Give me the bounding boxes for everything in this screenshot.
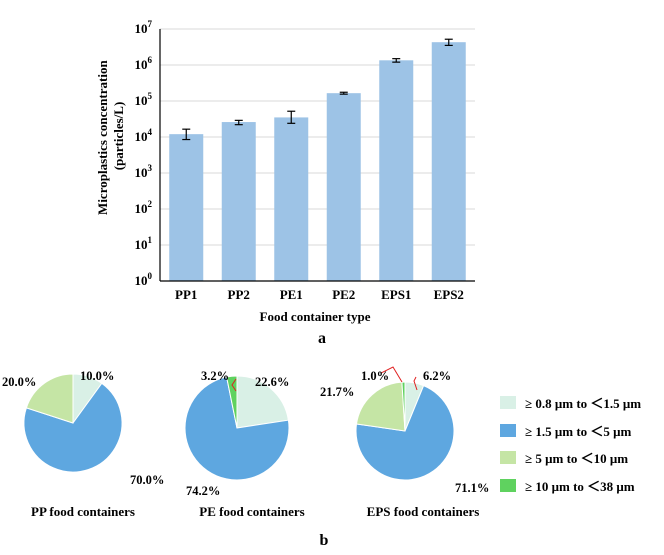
- y-tick-exponent: 7: [148, 19, 153, 29]
- x-tick-label: PP2: [228, 287, 250, 302]
- legend-swatch: [500, 451, 516, 464]
- y-tick-base: 10: [135, 201, 148, 216]
- pie-title: EPS food containers: [367, 504, 480, 519]
- legend-item: ≥ 0.8 μm to ＜1.5 μm: [500, 392, 664, 412]
- y-tick-label: 101: [135, 235, 153, 252]
- panel-label-b: b: [320, 532, 329, 549]
- pie-slice: [236, 375, 289, 429]
- y-tick-exponent: 3: [148, 163, 153, 173]
- legend-item: ≥ 5 μm to ＜10 μm: [500, 447, 664, 467]
- bar: [326, 93, 361, 281]
- pie-slice-label: 74.2%: [186, 484, 220, 498]
- y-tick-exponent: 0: [148, 271, 153, 281]
- pie-slice-label: 70.0%: [130, 473, 164, 487]
- pie-slice-label: 21.7%: [320, 385, 354, 399]
- y-tick-base: 10: [135, 21, 148, 36]
- pie-legend: ≥ 0.8 μm to ＜1.5 μm ≥ 1.5 μm to ＜5 μm ≥ …: [500, 392, 664, 502]
- y-tick-exponent: 5: [148, 91, 153, 101]
- y-tick-label: 102: [135, 199, 153, 216]
- y-tick-base: 10: [135, 237, 148, 252]
- pie-slice: [401, 381, 406, 432]
- error-bars: [182, 38, 453, 141]
- bar: [169, 134, 204, 281]
- y-tick-exponent: 4: [148, 127, 153, 137]
- pie-slice-label: 1.0%: [361, 369, 389, 383]
- pie-chart: 22.6% 74.2% 3.2% PE food containers: [184, 369, 305, 519]
- bars: [169, 42, 466, 282]
- y-tick-label: 106: [135, 55, 153, 72]
- y-tick-base: 10: [135, 129, 148, 144]
- x-tick-labels: PP1 PP2 PE1 PE2 EPS1 EPS2: [175, 287, 464, 302]
- y-tick-base: 10: [135, 273, 148, 288]
- pie-slice: [25, 373, 74, 424]
- legend-item: ≥ 10 μm to ＜38 μm: [500, 475, 664, 495]
- x-tick-label: PE1: [280, 287, 303, 302]
- pie-slice-label: 22.6%: [255, 375, 289, 389]
- pie-slice-label: 71.1%: [455, 481, 489, 495]
- legend-label: ≥ 0.8 μm to ＜1.5 μm: [525, 396, 642, 411]
- axes: [159, 29, 475, 282]
- pie-slice-label: 10.0%: [80, 369, 114, 383]
- x-tick-label: PP1: [175, 287, 197, 302]
- y-tick-label: 107: [135, 19, 153, 36]
- legend-swatch: [500, 396, 516, 409]
- y-tick-base: 10: [135, 165, 148, 180]
- legend-item: ≥ 1.5 μm to ＜5 μm: [500, 420, 664, 440]
- legend-label: ≥ 10 μm to ＜38 μm: [525, 478, 635, 494]
- x-tick-label: EPS2: [434, 287, 464, 302]
- bar: [431, 42, 466, 282]
- leader-line: [413, 376, 418, 391]
- panel-label-a: a: [318, 330, 326, 347]
- y-tick-exponent: 6: [148, 55, 153, 65]
- y-tick-exponent: 2: [148, 199, 153, 209]
- x-axis-label: Food container type: [260, 309, 371, 324]
- leader-line: [380, 366, 403, 383]
- legend-label: ≥ 1.5 μm to ＜5 μm: [525, 423, 632, 439]
- legend-swatch: [500, 478, 516, 492]
- y-tick-label: 104: [135, 127, 153, 144]
- pie-slice-label: 6.2%: [423, 369, 451, 383]
- legend-swatch: [500, 423, 516, 437]
- pie-chart: 10.0% 70.0% 20.0% PP food containers: [2, 369, 164, 519]
- y-tick-label: 103: [135, 163, 153, 180]
- pie-slice: [184, 376, 290, 481]
- pie-slice: [355, 381, 406, 432]
- legend-label: ≥ 5 μm to ＜10 μm: [525, 451, 629, 466]
- y-tick-base: 10: [135, 57, 148, 72]
- y-tick-label: 105: [135, 91, 153, 108]
- pie-slice-label: 20.0%: [2, 375, 36, 389]
- bar: [221, 122, 256, 281]
- y-tick-label: 100: [135, 271, 153, 288]
- grid-lines: [160, 28, 475, 246]
- pie-slice: [355, 385, 455, 481]
- pie-slice-label: 3.2%: [201, 369, 229, 383]
- y-tick-base: 10: [135, 93, 148, 108]
- y-axis-label-line-1: Microplastics concentration: [95, 60, 110, 215]
- y-axis-label: Microplastics concentration (particles/L…: [95, 57, 126, 215]
- x-tick-label: EPS1: [381, 287, 411, 302]
- leader-line: [231, 378, 237, 392]
- pie-title: PP food containers: [31, 504, 135, 519]
- pie-title: PE food containers: [199, 504, 304, 519]
- pie-slice: [23, 382, 123, 473]
- y-tick-exponent: 1: [148, 235, 153, 245]
- bar: [379, 60, 414, 281]
- bar: [274, 117, 309, 282]
- pie-chart: 6.2% 71.1% 21.7% 1.0% EPS food containers: [320, 366, 489, 519]
- y-axis-label-line-2: (particles/L): [111, 102, 126, 171]
- x-tick-label: PE2: [332, 287, 355, 302]
- pie-charts: 10.0% 70.0% 20.0% PP food containers 22.6% 74…: [2, 366, 489, 519]
